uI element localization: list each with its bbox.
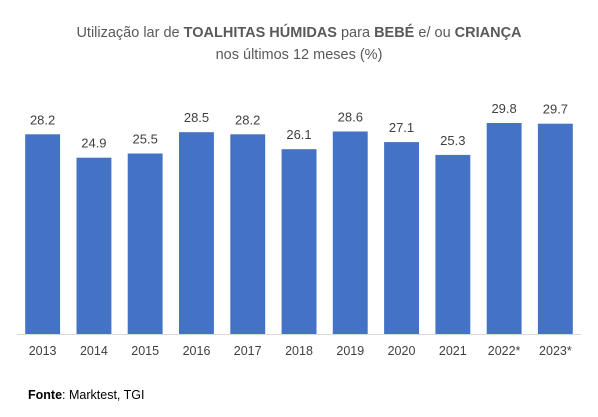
bar-2020 bbox=[384, 142, 419, 334]
data-label: 25.3 bbox=[440, 133, 465, 148]
source-separator: : bbox=[62, 388, 66, 402]
x-tick-label: 2019 bbox=[336, 344, 364, 358]
source-note: Fonte: Marktest, TGI bbox=[28, 388, 144, 402]
chart-title: Utilização lar de TOALHITAS HÚMIDAS para… bbox=[0, 22, 598, 66]
bar-2014 bbox=[76, 157, 112, 334]
x-tick-label: 2017 bbox=[234, 344, 262, 358]
data-label: 29.7 bbox=[543, 102, 568, 117]
data-label: 28.2 bbox=[30, 112, 55, 127]
bar-2016 bbox=[179, 132, 214, 334]
title-part: CRIANÇA bbox=[454, 25, 522, 41]
title-part: TOALHITAS HÚMIDAS bbox=[183, 25, 337, 41]
x-tick-label: 2014 bbox=[80, 344, 108, 358]
data-label: 27.1 bbox=[389, 120, 414, 135]
x-tick-label: 2018 bbox=[285, 344, 313, 358]
x-tick-label: 2021 bbox=[439, 344, 467, 358]
title-part: Utilização lar de bbox=[76, 25, 184, 41]
data-label: 28.5 bbox=[184, 110, 209, 125]
bar-2015 bbox=[127, 153, 163, 334]
x-tick-label: 2023* bbox=[539, 344, 572, 358]
x-tick-label: 2015 bbox=[131, 344, 159, 358]
x-tick-label: 2016 bbox=[183, 344, 211, 358]
data-label: 25.5 bbox=[133, 132, 158, 147]
source-label: Fonte bbox=[28, 388, 63, 402]
bar-2021 bbox=[435, 154, 471, 334]
data-label: 26.1 bbox=[286, 127, 311, 142]
x-tick-label: 2020 bbox=[388, 344, 416, 358]
title-line-2: nos últimos 12 meses (%) bbox=[215, 47, 383, 63]
source-text: Marktest, TGI bbox=[65, 388, 145, 402]
bar-2023p bbox=[537, 123, 573, 334]
bar-2017 bbox=[230, 134, 266, 334]
x-tick-label: 2022* bbox=[488, 344, 521, 358]
x-tick-label: 2013 bbox=[29, 344, 57, 358]
title-part: para bbox=[336, 25, 375, 41]
data-label: 28.6 bbox=[338, 110, 363, 125]
title-part: e/ ou bbox=[414, 25, 455, 41]
bar-2019 bbox=[332, 131, 368, 334]
data-label: 24.9 bbox=[81, 136, 106, 151]
data-label: 29.8 bbox=[491, 101, 516, 116]
data-label: 28.2 bbox=[235, 112, 260, 127]
bar-2018 bbox=[281, 149, 317, 334]
bar-2022p bbox=[486, 123, 522, 334]
title-part: BEBÉ bbox=[374, 25, 415, 41]
title-line-1: Utilização lar de TOALHITAS HÚMIDAS para… bbox=[0, 22, 598, 44]
bar-2013 bbox=[25, 134, 61, 334]
